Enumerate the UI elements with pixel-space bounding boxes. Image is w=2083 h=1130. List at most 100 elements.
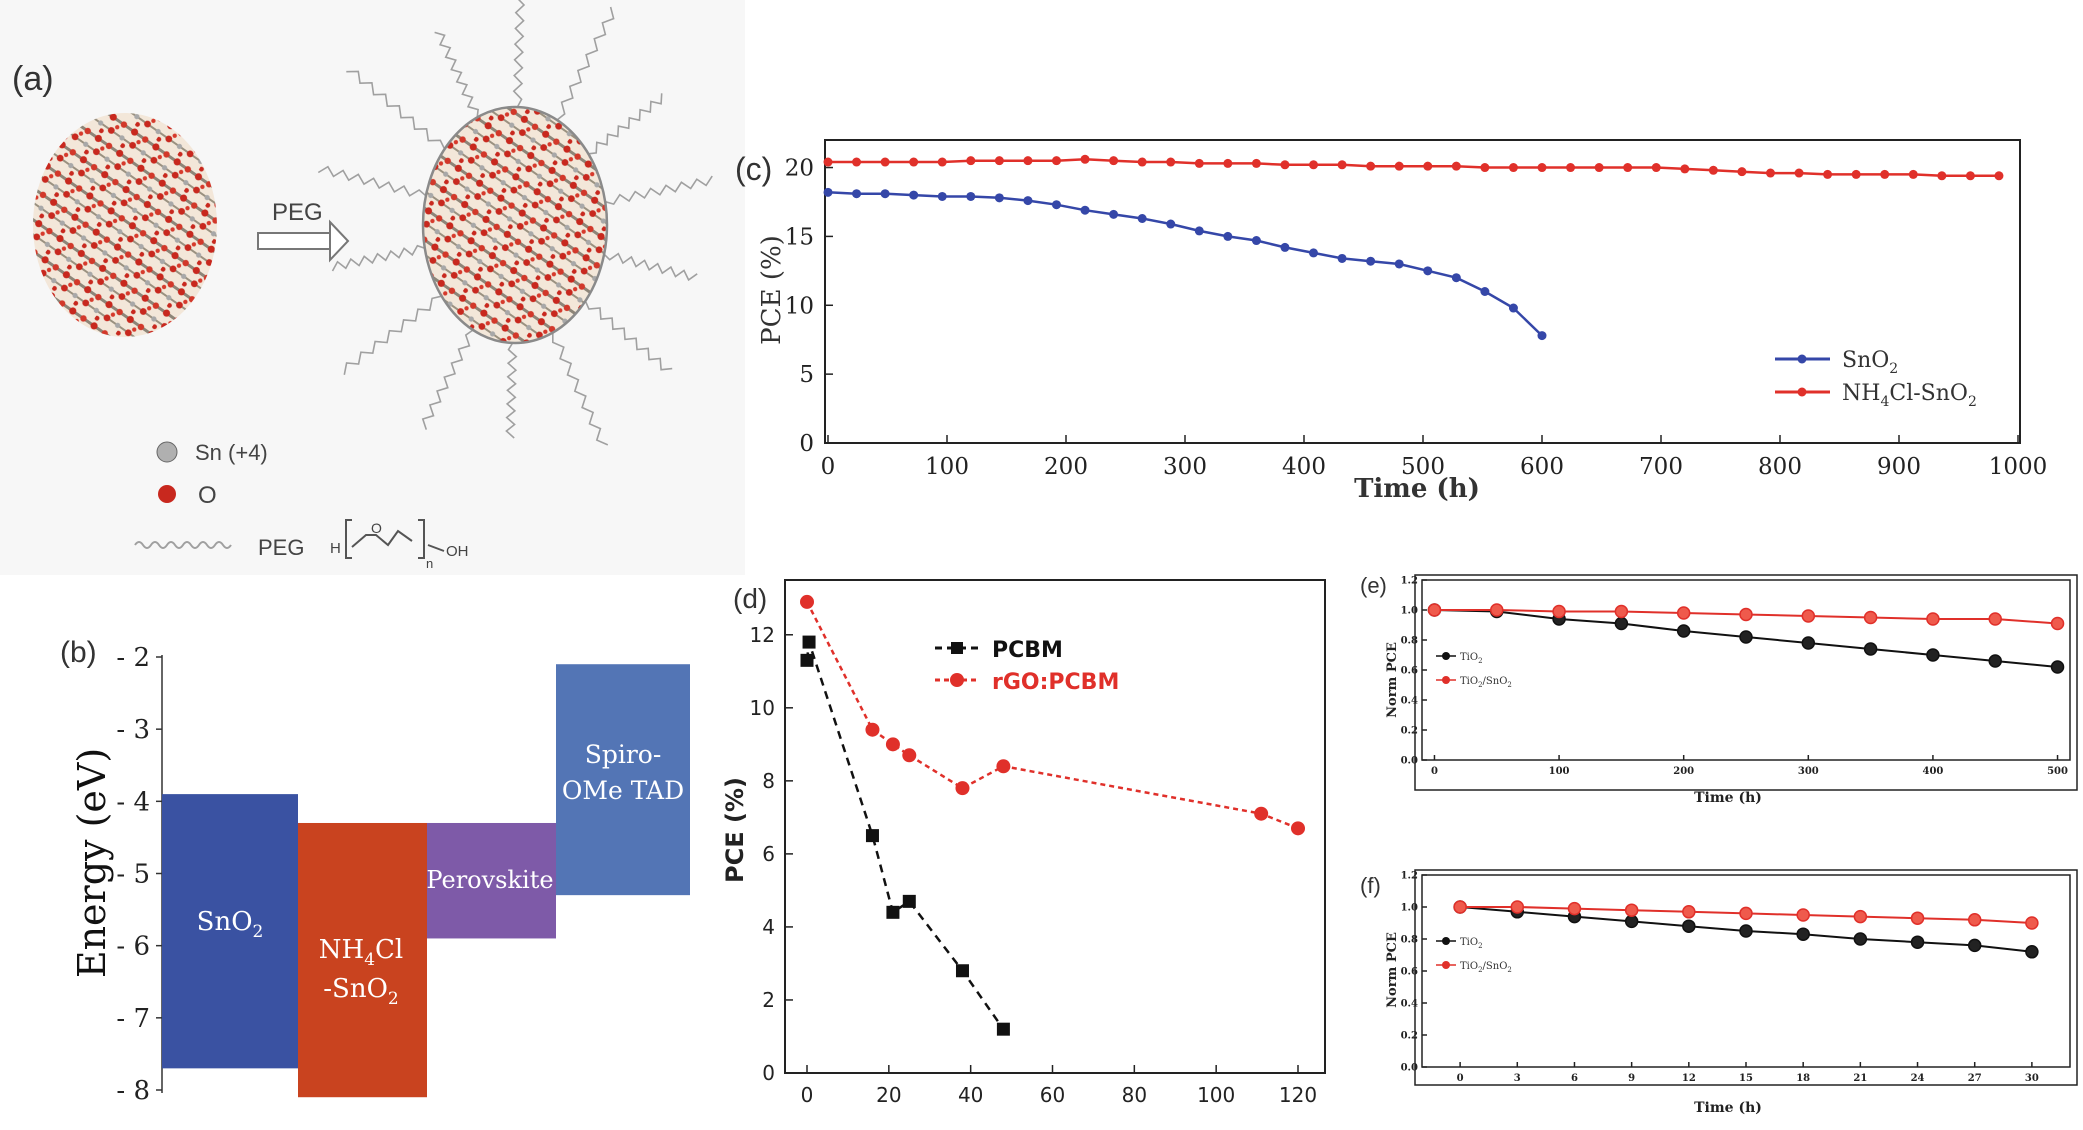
xtick-label: 200 bbox=[1673, 766, 1694, 777]
panel-b-ytick-label: - 3 bbox=[116, 715, 150, 745]
data-point-TiO2/SnO2 bbox=[1863, 610, 1878, 625]
data-point-NH4Cl-SnO2 bbox=[1080, 154, 1090, 164]
ytick-label: 0.2 bbox=[1401, 726, 1418, 737]
data-point-rGO:PCBM bbox=[800, 594, 814, 609]
data-point-TiO2 bbox=[1676, 624, 1691, 638]
panel-b-ylabel: Energy (eV) bbox=[70, 748, 114, 978]
legend-nh4cl-marker bbox=[1797, 387, 1807, 397]
data-point-TiO2 bbox=[2050, 660, 2065, 674]
legend-f-tio2-label: TiO2 bbox=[1460, 937, 1483, 950]
legend-o-label: O bbox=[198, 482, 217, 509]
data-point-NH4Cl-SnO2 bbox=[1708, 165, 1718, 175]
ytick-label: 0.2 bbox=[1401, 1031, 1418, 1042]
legend-e-tio2sno2-label: TiO2/SnO2 bbox=[1460, 676, 1512, 689]
data-point-NH4Cl-SnO2 bbox=[1480, 163, 1490, 173]
bar-label-nh4cl-line2: -SnO2 bbox=[323, 974, 399, 1009]
data-point-SnO2 bbox=[852, 189, 862, 199]
data-point-TiO2/SnO2 bbox=[1910, 911, 1925, 925]
data-point-TiO2/SnO2 bbox=[1676, 606, 1691, 620]
panel-f-series bbox=[1453, 900, 2039, 959]
legend-rgo-marker bbox=[950, 673, 964, 687]
data-point-TiO2/SnO2 bbox=[2050, 616, 2065, 631]
data-point-PCBM bbox=[802, 635, 816, 649]
data-point-NH4Cl-SnO2 bbox=[823, 157, 833, 167]
data-point-SnO2 bbox=[994, 193, 1004, 203]
xtick-label: 100 bbox=[925, 454, 969, 480]
data-point-TiO2/SnO2 bbox=[1853, 909, 1868, 924]
ytick-label: 1.0 bbox=[1401, 606, 1418, 617]
peg-chain bbox=[343, 295, 442, 375]
data-point-NH4Cl-SnO2 bbox=[1451, 161, 1461, 171]
data-point-TiO2/SnO2 bbox=[1682, 905, 1696, 919]
ytick-label: 0.4 bbox=[1401, 999, 1418, 1010]
legend-sn-label: Sn (+4) bbox=[195, 440, 268, 465]
data-point-TiO2/SnO2 bbox=[1796, 908, 1810, 922]
panel-b-ytick-label: - 4 bbox=[116, 787, 150, 817]
panel-b-ytick-label: - 7 bbox=[116, 1004, 150, 1034]
xtick-label: 21 bbox=[1853, 1073, 1867, 1084]
xtick-label: 24 bbox=[1911, 1073, 1925, 1084]
ytick-label: 10 bbox=[750, 696, 775, 720]
data-point-rGO:PCBM bbox=[902, 748, 917, 763]
ytick-label: 0.6 bbox=[1401, 967, 1418, 978]
data-point-NH4Cl-SnO2 bbox=[852, 157, 862, 167]
data-point-SnO2 bbox=[1194, 226, 1204, 236]
data-point-PCBM bbox=[955, 964, 969, 978]
legend-rgo-label: rGO:PCBM bbox=[992, 670, 1119, 695]
xtick-label: 0 bbox=[1457, 1073, 1464, 1084]
panel-b-bars bbox=[162, 664, 690, 1098]
data-point-NH4Cl-SnO2 bbox=[1823, 169, 1833, 179]
panel-a-label: (a) bbox=[12, 60, 54, 98]
data-point-TiO2/SnO2 bbox=[1739, 607, 1753, 622]
data-point-SnO2 bbox=[1537, 331, 1547, 341]
panel-f: (f) Norm PCE Time (h) 0 3 6 9 12 15 18 21 24 27 30… bbox=[1360, 869, 2078, 1116]
o-atom-icon bbox=[158, 485, 176, 503]
panel-a: (a) PEG Sn (+4) O PEG H O n OH bbox=[0, 0, 745, 575]
panel-c-series bbox=[823, 154, 2004, 341]
data-point-TiO2 bbox=[1796, 927, 1810, 941]
data-point-TiO2/SnO2 bbox=[1490, 603, 1504, 617]
data-point-rGO:PCBM bbox=[865, 722, 880, 737]
data-point-SnO2 bbox=[1137, 214, 1147, 224]
panel-c-label: (c) bbox=[735, 151, 772, 187]
series-line-NH4Cl-SnO2 bbox=[828, 158, 1999, 178]
xtick-label: 600 bbox=[1520, 454, 1564, 480]
panel-b-label: (b) bbox=[60, 636, 97, 669]
panel-c-legend: SnO2 NH4Cl-SnO2 bbox=[1775, 348, 1977, 410]
data-point-NH4Cl-SnO2 bbox=[1280, 160, 1290, 170]
panel-f-xlabel: Time (h) bbox=[1694, 1100, 1762, 1116]
data-point-NH4Cl-SnO2 bbox=[1194, 158, 1204, 168]
data-point-TiO2 bbox=[1682, 919, 1696, 933]
legend-pcbm-marker bbox=[951, 642, 963, 654]
legend-peg-label: PEG bbox=[258, 535, 304, 560]
data-point-NH4Cl-SnO2 bbox=[1623, 163, 1633, 173]
data-point-NH4Cl-SnO2 bbox=[1109, 156, 1119, 166]
data-point-NH4Cl-SnO2 bbox=[1937, 171, 1947, 181]
peg-chain-icon bbox=[134, 541, 232, 549]
data-point-PCBM bbox=[886, 905, 900, 919]
panel-d: (d) PCE (%) 0 20 40 60 80 100 120 0 2 4 6 8 10 12 PCB… bbox=[721, 579, 1326, 1107]
data-point-SnO2 bbox=[1337, 253, 1347, 263]
data-point-NH4Cl-SnO2 bbox=[1366, 161, 1376, 171]
panel-c-ylabel: PCE (%) bbox=[757, 235, 787, 345]
legend-e-tio2-marker bbox=[1442, 652, 1450, 660]
data-point-NH4Cl-SnO2 bbox=[994, 156, 1004, 166]
data-point-TiO2 bbox=[1967, 938, 1982, 953]
data-point-NH4Cl-SnO2 bbox=[1137, 157, 1147, 167]
bar-perovskite bbox=[427, 822, 556, 939]
peg-chain bbox=[588, 93, 663, 155]
legend-e-tio2-label: TiO2 bbox=[1460, 652, 1483, 665]
data-point-SnO2 bbox=[1480, 287, 1490, 296]
ytick-label: 2 bbox=[762, 988, 775, 1012]
panel-c-plot-frame bbox=[824, 139, 2021, 444]
xtick-label: 500 bbox=[2047, 766, 2068, 777]
xtick-label: 200 bbox=[1044, 454, 1088, 480]
xtick-label: 12 bbox=[1682, 1073, 1696, 1084]
data-point-SnO2 bbox=[1280, 242, 1290, 252]
data-point-NH4Cl-SnO2 bbox=[1537, 163, 1547, 173]
data-point-NH4Cl-SnO2 bbox=[937, 157, 947, 167]
xtick-label: 800 bbox=[1758, 454, 1802, 480]
ytick-label: 5 bbox=[799, 362, 814, 388]
data-point-SnO2 bbox=[1109, 209, 1119, 219]
data-point-TiO2 bbox=[2025, 945, 2039, 959]
